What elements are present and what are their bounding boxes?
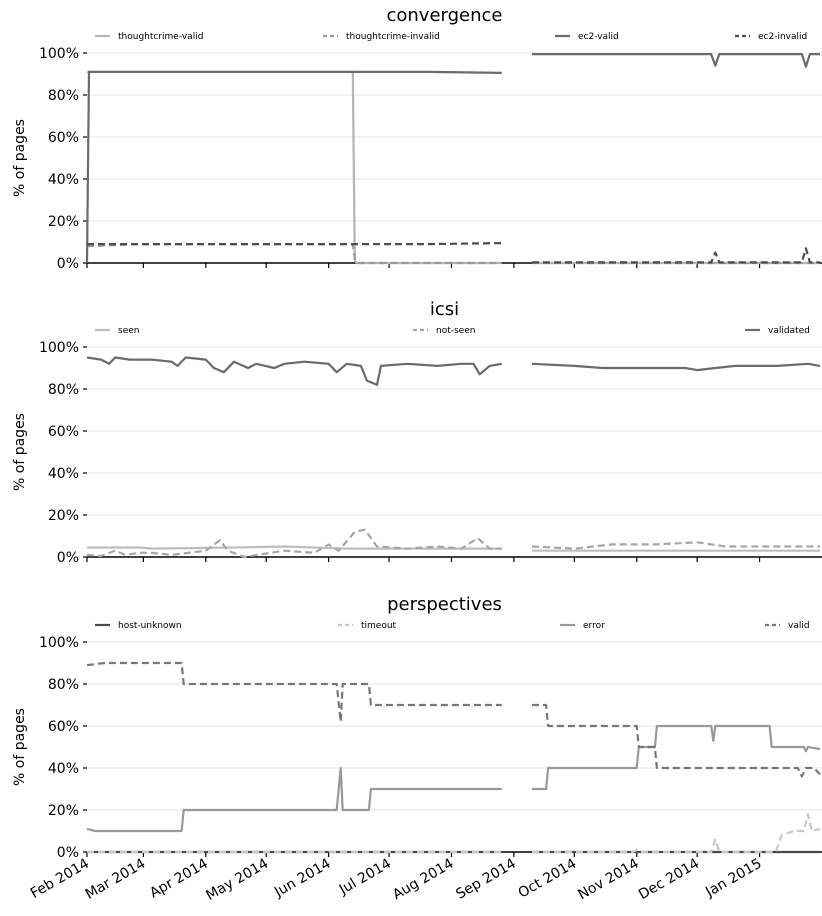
y-axis-label: % of pages — [12, 119, 28, 197]
legend-entry: validated — [768, 326, 810, 336]
x-tick-label: May 2014 — [203, 856, 271, 904]
y-tick-label: 100% — [39, 635, 79, 651]
series-line-thoughtcrime-valid — [87, 70, 502, 265]
x-tick-label: Jan 2015 — [702, 856, 764, 901]
y-tick-label: 20% — [48, 803, 79, 819]
x-tick-label: Mar 2014 — [83, 856, 149, 903]
y-tick-label: 60% — [48, 719, 79, 735]
series-line-error — [532, 724, 821, 791]
y-tick-label: 20% — [48, 508, 79, 524]
series-line-ec2-valid — [85, 70, 502, 264]
legend-entry: thoughtcrime-invalid — [346, 32, 440, 42]
y-tick-label: 60% — [48, 130, 79, 146]
y-tick-label: 100% — [39, 340, 79, 356]
y-tick-label: 80% — [48, 88, 79, 104]
series-line-valid — [532, 703, 821, 778]
x-tick-label: Oct 2014 — [516, 856, 580, 902]
x-tick-label: Dec 2014 — [636, 856, 702, 903]
legend-entry: seen — [118, 326, 139, 336]
y-tick-label: 100% — [39, 46, 79, 62]
y-tick-label: 40% — [48, 761, 79, 777]
series-line-ec2-invalid — [87, 242, 502, 246]
series-line-ec2-valid — [532, 53, 820, 68]
series-line-error — [86, 766, 502, 833]
x-tick-label: Jun 2014 — [271, 856, 334, 901]
series-line-ec2-invalid — [532, 247, 820, 264]
legend-entry: timeout — [361, 621, 397, 631]
chart-panel-perspectives: 0% 20% 40% 60% 80% 100% perspectives % of pages… — [12, 594, 822, 904]
series-line-timeout — [532, 813, 821, 854]
y-tick-label: 40% — [48, 466, 79, 482]
x-tick-label: Sep 2014 — [453, 856, 519, 903]
x-tick-label: Jul 2014 — [336, 856, 394, 899]
x-tick-label: Apr 2014 — [147, 856, 211, 902]
y-tick-label: 20% — [48, 214, 79, 230]
x-tick-label: Nov 2014 — [575, 856, 641, 904]
series-line-validated — [531, 362, 821, 372]
x-tick-label: Aug 2014 — [390, 856, 456, 904]
series-line-valid — [86, 661, 502, 723]
y-tick-label: 0% — [57, 845, 79, 861]
legend-entry: not-seen — [436, 326, 475, 336]
legend-entry: host-unknown — [118, 621, 182, 631]
y-axis-label: % of pages — [12, 413, 28, 491]
legend-entry: valid — [788, 621, 810, 631]
chart-title: convergence — [386, 5, 502, 26]
y-axis-label: % of pages — [12, 708, 28, 786]
chart-panel-convergence: 0% 20% 40% 60% 80% 100% convergence % of pages t… — [12, 5, 822, 272]
series-line-seen — [87, 545, 502, 550]
series-line-thoughtcrime-invalid — [86, 243, 502, 265]
series-line-validated — [86, 356, 502, 386]
legend-entry: error — [583, 621, 605, 631]
series-line-not-seen — [86, 528, 502, 559]
y-tick-label: 60% — [48, 424, 79, 440]
y-tick-label: 80% — [48, 382, 79, 398]
y-tick-label: 0% — [57, 256, 79, 272]
legend-entry: thoughtcrime-valid — [118, 32, 203, 42]
series-line-not-seen — [531, 541, 820, 550]
chart-title: icsi — [430, 299, 459, 320]
y-tick-label: 0% — [57, 550, 79, 566]
legend-entry: ec2-invalid — [758, 32, 807, 42]
y-tick-label: 80% — [48, 677, 79, 693]
legend-entry: ec2-valid — [578, 32, 619, 42]
chart-panel-icsi: 0% 20% 40% 60% 80% 100% icsi % of pages seen not-… — [12, 299, 822, 566]
x-tick-label: Feb 2014 — [28, 856, 92, 902]
y-tick-label: 40% — [48, 172, 79, 188]
chart-title: perspectives — [387, 594, 502, 615]
